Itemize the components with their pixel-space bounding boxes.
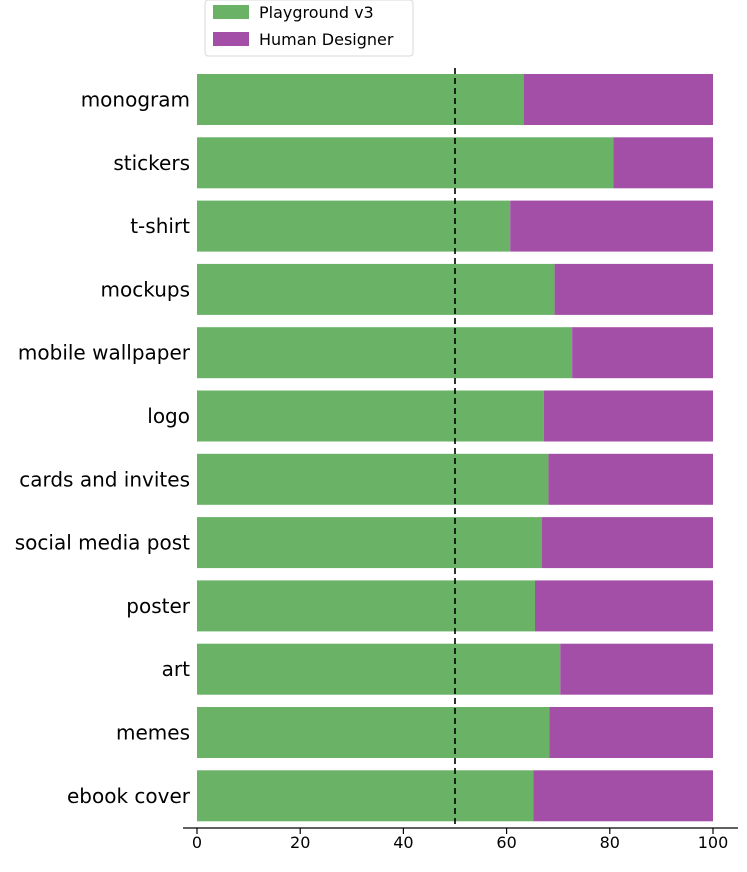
bar-art-human-designer xyxy=(560,643,713,695)
bar-memes-human-designer xyxy=(549,707,713,758)
category-label: monogram xyxy=(81,88,190,112)
legend-label-human-designer: Human Designer xyxy=(259,30,394,49)
bar-t-shirt-playground xyxy=(197,200,511,252)
bar-social-media-post-playground xyxy=(197,517,542,569)
x-tick-label: 0 xyxy=(192,833,202,852)
category-label: mockups xyxy=(101,277,190,301)
bar-mobile-wallpaper-human-designer xyxy=(572,327,713,379)
bar-poster-human-designer xyxy=(534,580,713,632)
bar-mockups-playground xyxy=(197,263,555,315)
x-tick-label: 20 xyxy=(290,833,310,852)
bar-art-playground xyxy=(197,643,561,695)
x-tick-label: 60 xyxy=(496,833,516,852)
x-tick-label: 100 xyxy=(698,833,729,852)
bar-memes-playground xyxy=(197,707,550,758)
x-tick-label: 80 xyxy=(600,833,620,852)
bar-monogram-human-designer xyxy=(523,74,713,125)
bar-poster-playground xyxy=(197,580,535,632)
bar-logo-human-designer xyxy=(543,390,713,442)
legend-box xyxy=(204,0,414,57)
category-label: social media post xyxy=(15,531,190,555)
bar-cards-and-invites-playground xyxy=(197,453,549,505)
bars-layer xyxy=(197,74,713,822)
bar-monogram-playground xyxy=(197,74,524,125)
bar-cards-and-invites-human-designer xyxy=(548,453,713,505)
category-label: cards and invites xyxy=(19,467,190,491)
legend: Playground v3 Human Designer xyxy=(204,0,414,57)
bar-ebook-cover-human-designer xyxy=(533,770,713,822)
category-label: mobile wallpaper xyxy=(18,341,191,365)
category-label: stickers xyxy=(113,151,190,175)
category-label: poster xyxy=(126,594,190,618)
bar-stickers-playground xyxy=(197,137,614,189)
bar-social-media-post-human-designer xyxy=(541,517,713,569)
legend-swatch-playground xyxy=(213,5,249,19)
category-label: t-shirt xyxy=(130,214,190,238)
bar-mobile-wallpaper-playground xyxy=(197,327,573,379)
bar-t-shirt-human-designer xyxy=(510,200,713,252)
category-label: memes xyxy=(116,721,190,745)
category-label: art xyxy=(162,657,190,681)
legend-label-playground: Playground v3 xyxy=(259,3,374,22)
bar-ebook-cover-playground xyxy=(197,770,534,822)
legend-swatch-human-designer xyxy=(213,32,249,46)
x-tick-label: 40 xyxy=(393,833,413,852)
category-label: logo xyxy=(147,404,190,428)
bar-mockups-human-designer xyxy=(554,263,713,315)
bar-stickers-human-designer xyxy=(613,137,713,189)
category-labels: monogram stickers t-shirt mockups mobile wal… xyxy=(15,88,191,808)
bar-logo-playground xyxy=(197,390,544,442)
x-axis: 0 20 40 60 80 100 xyxy=(183,827,738,852)
category-label: ebook cover xyxy=(67,784,191,808)
